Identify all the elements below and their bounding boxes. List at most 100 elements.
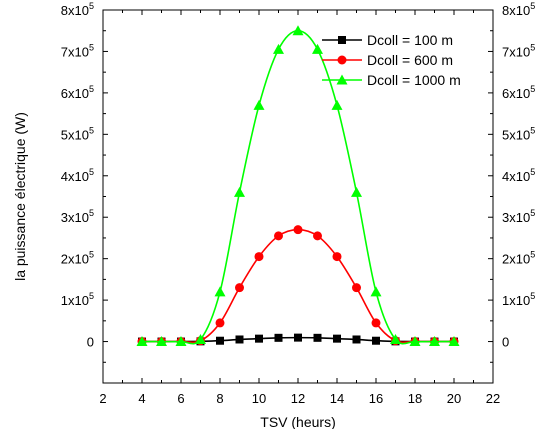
data-point xyxy=(313,231,322,241)
legend-marker xyxy=(338,36,346,44)
data-point xyxy=(312,43,323,54)
data-point xyxy=(234,186,245,197)
data-point xyxy=(429,336,440,347)
data-point xyxy=(215,318,225,328)
y-tick-exponent: 5 xyxy=(530,84,535,94)
y-tick-mantissa: 5x10 xyxy=(502,127,530,142)
data-point xyxy=(292,25,304,36)
data-point xyxy=(195,333,206,344)
y-tick-exponent: 5 xyxy=(530,291,535,301)
data-point xyxy=(293,225,303,235)
y-tick-mantissa: 5x10 xyxy=(61,127,89,142)
data-point xyxy=(448,336,460,347)
data-point xyxy=(255,334,263,343)
y-tick-mantissa: 8x10 xyxy=(502,3,530,18)
x-tick-label: 18 xyxy=(408,391,422,406)
y-tick-mantissa: 1x10 xyxy=(502,293,530,308)
y-tick-label-right: 2x105 xyxy=(502,250,535,267)
x-tick-label: 20 xyxy=(447,391,461,406)
data-point xyxy=(313,333,322,342)
legend-marker xyxy=(336,74,348,85)
y-tick-mantissa: 2x10 xyxy=(61,252,89,267)
y-tick-label-left: 0 xyxy=(87,335,94,350)
x-tick-label: 2 xyxy=(99,391,106,406)
series-line xyxy=(142,228,454,344)
y-tick-label-left: 4x105 xyxy=(61,167,94,184)
legend-label: Dcoll = 600 m xyxy=(367,52,453,68)
x-tick-label: 10 xyxy=(252,391,266,406)
y-tick-exponent: 5 xyxy=(530,125,535,135)
y-tick-label-right: 4x105 xyxy=(502,167,535,184)
legend-marker xyxy=(337,55,347,65)
y-tick-mantissa: 7x10 xyxy=(502,44,530,59)
y-tick-exponent: 5 xyxy=(89,291,94,301)
y-tick-exponent: 5 xyxy=(89,208,94,218)
y-tick-label-left: 1x105 xyxy=(61,291,94,308)
y-tick-mantissa: 2x10 xyxy=(502,252,530,267)
y-tick-mantissa: 8x10 xyxy=(61,3,89,18)
y-tick-mantissa: 0 xyxy=(87,335,94,350)
data-point xyxy=(371,318,381,328)
x-tick-label: 6 xyxy=(177,391,184,406)
y-tick-label-left: 2x105 xyxy=(61,250,94,267)
y-tick-exponent: 5 xyxy=(89,125,94,135)
y-tick-exponent: 5 xyxy=(530,167,535,177)
data-point xyxy=(352,335,361,344)
y-axis-left: 01x1052x1053x1054x1055x1056x1057x1058x10… xyxy=(61,1,108,363)
x-tick-label: 12 xyxy=(291,391,305,406)
y-tick-exponent: 5 xyxy=(89,1,94,11)
data-point xyxy=(235,283,244,293)
y-tick-mantissa: 4x10 xyxy=(61,169,89,184)
x-tick-label: 16 xyxy=(369,391,383,406)
y-tick-label-right: 8x105 xyxy=(502,1,535,18)
y-tick-exponent: 5 xyxy=(89,42,94,52)
y-tick-label-right: 0 xyxy=(502,335,509,350)
x-tick-label: 14 xyxy=(330,391,344,406)
y-tick-label-left: 7x105 xyxy=(61,42,94,59)
y-tick-mantissa: 6x10 xyxy=(61,86,89,101)
y-axis-right: 01x1052x1053x1054x1055x1056x1057x1058x10… xyxy=(488,1,535,363)
y-tick-mantissa: 0 xyxy=(502,335,509,350)
y-tick-mantissa: 1x10 xyxy=(61,293,89,308)
legend-label: Dcoll = 1000 m xyxy=(367,72,461,88)
y-tick-exponent: 5 xyxy=(89,84,94,94)
data-point xyxy=(175,336,187,347)
data-point xyxy=(136,336,148,347)
y-tick-exponent: 5 xyxy=(530,1,535,11)
data-point xyxy=(156,336,167,347)
y-axis-title: la puissance électrique (W) xyxy=(12,112,28,281)
data-point xyxy=(253,99,265,110)
data-point xyxy=(390,333,401,344)
data-point xyxy=(274,231,283,241)
series-layer xyxy=(136,25,460,347)
series-2 xyxy=(136,25,460,347)
series-1 xyxy=(137,225,459,347)
y-tick-mantissa: 7x10 xyxy=(61,44,89,59)
data-point xyxy=(294,333,302,342)
data-point xyxy=(274,333,283,342)
data-point xyxy=(254,252,264,262)
y-tick-mantissa: 4x10 xyxy=(502,169,530,184)
y-tick-exponent: 5 xyxy=(89,250,94,260)
y-tick-label-left: 5x105 xyxy=(61,125,94,142)
data-point xyxy=(351,186,362,197)
y-tick-label-right: 7x105 xyxy=(502,42,535,59)
data-point xyxy=(216,336,224,345)
data-point xyxy=(332,252,342,262)
data-point xyxy=(273,43,284,54)
data-point xyxy=(372,336,380,345)
y-tick-label-left: 6x105 xyxy=(61,84,94,101)
series-0 xyxy=(138,333,458,346)
legend: Dcoll = 100 m Dcoll = 600 m Dcoll = 1000 m xyxy=(322,32,461,88)
x-tick-label: 4 xyxy=(138,391,145,406)
y-tick-label-left: 3x105 xyxy=(61,208,94,225)
data-point xyxy=(352,283,361,293)
data-point xyxy=(333,334,341,343)
y-tick-label-right: 5x105 xyxy=(502,125,535,142)
data-point xyxy=(235,335,244,344)
data-point xyxy=(409,336,421,347)
data-point xyxy=(214,286,226,297)
y-tick-mantissa: 3x10 xyxy=(502,210,530,225)
legend-label: Dcoll = 100 m xyxy=(367,32,453,48)
